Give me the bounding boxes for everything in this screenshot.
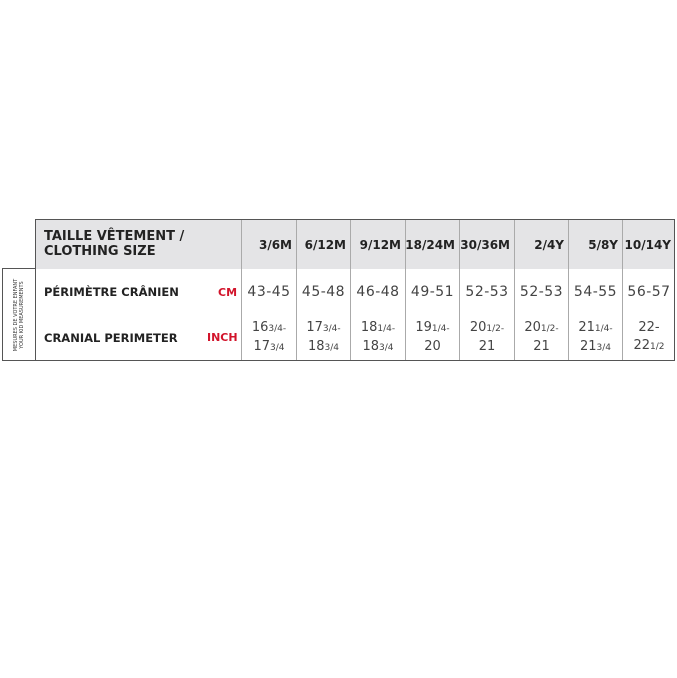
cm-value: 46-48 [350,269,405,315]
title-fr: TAILLE VÊTEMENT / [44,229,185,244]
unit-label: CM [218,285,238,299]
inch-whole: 17 [306,319,323,335]
inch-value: 163/4- 173/4 [241,315,296,360]
row-label: PÉRIMÈTRE CRÂNIEN [44,285,179,299]
inch-whole: 16 [251,319,269,335]
size-header: 18/24M [405,220,459,269]
inch-fraction: 1/4- [377,323,396,334]
size-header: 9/12M [350,220,405,269]
table-row-cm: PÉRIMÈTRE CRÂNIEN CM 43-45 45-48 46-48 49-5… [36,269,674,316]
inch-fraction: 1/4- [594,323,613,334]
inch-line: 183/4 [362,338,393,357]
cm-value: 56-57 [622,269,675,315]
side-label-box: MESURES DE VOTRE ENFANT YOUR KID MEASUREM… [2,268,35,361]
inch-line: 21 [533,338,550,357]
inch-line: 163/4- [252,319,286,338]
table-row-inch: CRANIAL PERIMETER INCH 163/4- 173/4 173/4-… [36,315,674,360]
inch-whole: 21 [578,319,595,335]
size-header: 10/14Y [622,220,675,269]
size-header: 3/6M [241,220,296,269]
inch-whole: 20 [469,319,487,335]
inch-value: 22-221/2 [622,315,675,360]
inch-line: 191/4- [415,319,449,338]
inch-line: 21 [479,338,496,357]
inch-whole: 19 [415,319,432,335]
inch-whole: 18 [360,319,378,335]
cm-value: 52-53 [514,269,568,315]
inch-whole: 21 [478,338,496,354]
inch-line: 183/4 [308,338,339,357]
inch-whole: 20 [424,338,441,354]
inch-line: 173/4 [253,338,284,357]
inch-value: 201/2- 21 [459,315,514,360]
size-header: 6/12M [296,220,350,269]
inch-whole: 18 [362,338,380,354]
table-title: TAILLE VÊTEMENT / CLOTHING SIZE [44,229,184,259]
inch-whole: 22-22 [633,320,660,353]
side-label-en: YOUR KID MEASUREMENTS [19,280,25,349]
size-header: 5/8Y [568,220,622,269]
inch-fraction: 3/4- [322,323,341,334]
size-header: 2/4Y [514,220,568,269]
inch-whole: 20 [524,319,541,335]
inch-fraction: 1/2- [540,323,559,334]
inch-fraction: 3/4- [268,323,287,334]
inch-fraction: 3/4 [379,342,394,353]
inch-value: 181/4- 183/4 [350,315,405,360]
inch-fraction: 1/4- [431,323,450,334]
side-label: MESURES DE VOTRE ENFANT YOUR KID MEASUREM… [13,278,25,350]
cm-value: 43-45 [241,269,296,315]
inch-fraction: 3/4 [324,342,340,353]
inch-whole: 21 [579,338,597,354]
inch-line: 213/4 [580,338,611,357]
unit-label: INCH [207,331,238,344]
inch-value: 211/4- 213/4 [568,315,622,360]
cm-value: 49-51 [405,269,459,315]
size-table: TAILLE VÊTEMENT / CLOTHING SIZE 3/6M 6/12M… [35,219,675,361]
row-label: CRANIAL PERIMETER [44,330,178,345]
inch-whole: 18 [307,338,325,354]
inch-fraction: 3/4 [596,342,612,353]
inch-line: 173/4- [306,319,340,338]
inch-fraction: 1/2- [486,323,505,334]
cm-value: 52-53 [459,269,514,315]
inch-line: 201/2- [524,319,558,338]
cm-value: 45-48 [296,269,350,315]
inch-value: 173/4- 183/4 [296,315,350,360]
inch-line: 201/2- [470,319,504,338]
size-header: 30/36M [459,220,514,269]
inch-value: 201/2- 21 [514,315,568,360]
inch-whole: 21 [533,338,550,354]
inch-fraction: 3/4 [270,342,285,353]
title-en: CLOTHING SIZE [44,244,156,259]
inch-line: 211/4- [578,319,612,338]
inch-line: 181/4- [361,319,395,338]
inch-line: 22-221/2 [623,319,675,356]
inch-line: 20 [424,338,441,357]
inch-fraction: 1/2 [650,342,665,352]
inch-value: 191/4- 20 [405,315,459,360]
header-row: TAILLE VÊTEMENT / CLOTHING SIZE 3/6M 6/12M… [36,220,674,270]
cm-value: 54-55 [568,269,622,315]
inch-whole: 17 [253,338,271,354]
